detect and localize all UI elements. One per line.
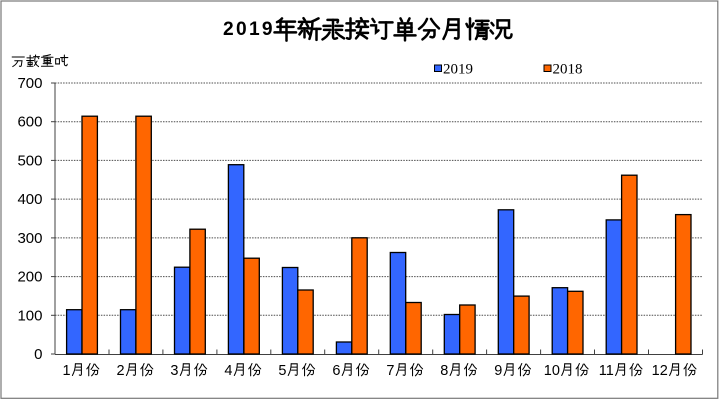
svg-text:400: 400 bbox=[17, 191, 42, 208]
svg-text:4: 4 bbox=[224, 363, 232, 379]
svg-text:0: 0 bbox=[34, 346, 42, 363]
svg-text:12: 12 bbox=[652, 363, 668, 379]
svg-text:300: 300 bbox=[17, 230, 42, 247]
svg-text:100: 100 bbox=[17, 307, 42, 324]
svg-text:10: 10 bbox=[544, 363, 560, 379]
svg-text:700: 700 bbox=[17, 75, 42, 92]
svg-text:2018: 2018 bbox=[553, 62, 583, 78]
svg-text:600: 600 bbox=[17, 114, 42, 131]
svg-text:200: 200 bbox=[17, 269, 42, 286]
svg-text:6: 6 bbox=[332, 363, 340, 379]
svg-text:9: 9 bbox=[494, 363, 502, 379]
svg-text:500: 500 bbox=[17, 152, 42, 169]
svg-text:3: 3 bbox=[170, 363, 178, 379]
svg-text:1: 1 bbox=[63, 363, 71, 379]
svg-text:8: 8 bbox=[440, 363, 448, 379]
svg-text:7: 7 bbox=[386, 363, 394, 379]
svg-text:2: 2 bbox=[117, 363, 125, 379]
svg-text:2019: 2019 bbox=[443, 62, 473, 78]
svg-text:2019: 2019 bbox=[223, 19, 275, 40]
svg-text:11: 11 bbox=[599, 363, 614, 379]
svg-text:5: 5 bbox=[278, 363, 286, 379]
